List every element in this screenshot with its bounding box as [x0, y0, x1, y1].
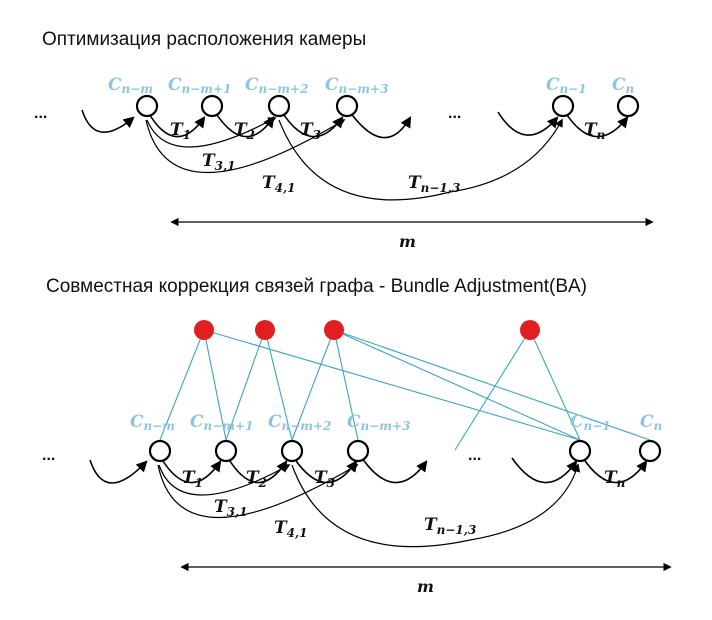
- transform-label-top-tn: Tn: [584, 120, 605, 142]
- camera-node-bottom-n-1: [568, 439, 592, 463]
- ellipsis-middle-top: ...: [448, 105, 461, 122]
- pose-graph-top: ... ... Cn−m Cn−m+1 Cn−m+2 Cn−m+3 Cn−1 C…: [34, 75, 654, 251]
- transform-label-top-t31: T3,1: [202, 151, 236, 173]
- camera-label-top-n-m3: Cn−m+3: [325, 75, 388, 96]
- transform-label-bottom-t31: T3,1: [214, 497, 248, 519]
- transform-label-top-tn13: Tn−1,3: [408, 173, 460, 195]
- transform-label-bottom-t2: T2: [246, 468, 267, 490]
- transform-label-bottom-tn: Tn: [604, 468, 625, 490]
- landmark-point: [520, 320, 540, 340]
- transform-label-bottom-t1: T1: [182, 468, 203, 490]
- camera-node-top-n-1: [551, 94, 575, 118]
- ellipsis-left-bottom: ...: [42, 447, 55, 464]
- edge-bottom-t41: [157, 464, 359, 518]
- camera-label-bottom-n-m: Cn−m: [130, 412, 175, 433]
- transform-label-top-t3: T3: [300, 120, 321, 142]
- ray: [529, 329, 581, 441]
- loop-edge-top-0: [81, 109, 135, 134]
- transform-label-bottom-t41: T4,1: [274, 518, 308, 540]
- loop-edge-bottom-tn: [582, 457, 648, 484]
- ray: [264, 329, 293, 441]
- ellipsis-left-top: ...: [34, 105, 47, 122]
- ray: [203, 329, 227, 441]
- edge-top-t31: [146, 117, 277, 148]
- landmark-rays: [159, 329, 651, 451]
- camera-label-top-n: Cn: [612, 75, 634, 96]
- loop-edge-top-t1: [147, 111, 206, 138]
- camera-label-top-n-m1: Cn−m+1: [168, 75, 231, 96]
- camera-node-top-n-m1: [200, 94, 224, 118]
- camera-node-bottom-n-m2: [280, 439, 304, 463]
- camera-label-top-n-m: Cn−m: [108, 75, 153, 96]
- ray: [333, 329, 581, 441]
- ray: [454, 329, 531, 451]
- camera-node-bottom-n-m3: [346, 439, 370, 463]
- landmark-point: [255, 320, 275, 340]
- edge-top-t41: [145, 119, 346, 173]
- loop-edge-top-in: [497, 111, 559, 136]
- camera-node-bottom-n-m: [148, 439, 172, 463]
- loop-edge-bottom-t1: [160, 457, 222, 484]
- loop-edge-bottom-0: [89, 459, 148, 484]
- ray: [333, 329, 359, 441]
- loop-edge-bottom-out: [361, 457, 428, 484]
- camera-node-bottom-n-m1: [214, 439, 238, 463]
- camera-label-top-n-1: Cn−1: [546, 75, 587, 96]
- window-label-bottom: m: [417, 577, 434, 596]
- edge-bottom-tn13: [291, 463, 581, 548]
- transform-label-top-t2: T2: [234, 120, 255, 142]
- loop-edge-top-out: [349, 111, 412, 139]
- ray: [225, 329, 266, 441]
- camera-label-bottom-n-m1: Cn−m+1: [190, 412, 253, 433]
- transform-label-bottom-t3: T3: [314, 468, 335, 490]
- ray: [203, 329, 581, 441]
- loop-edge-top-t2: [214, 111, 275, 138]
- transform-label-top-t1: T1: [170, 120, 191, 142]
- loop-edge-top-tn: [564, 111, 629, 138]
- ray: [159, 329, 205, 441]
- window-label-top: m: [399, 232, 416, 251]
- camera-node-top-n-m2: [267, 94, 291, 118]
- camera-label-bottom-n-m2: Cn−m+2: [268, 412, 331, 433]
- transform-label-top-t41: T4,1: [262, 173, 296, 195]
- title-camera-optimization: Оптимизация расположения камеры: [42, 29, 367, 50]
- ellipsis-middle-bottom: ...: [468, 447, 481, 464]
- camera-node-bottom-n: [638, 439, 662, 463]
- ray: [291, 329, 335, 441]
- camera-label-top-n-m2: Cn−m+2: [245, 75, 308, 96]
- loop-edge-bottom-in: [511, 457, 578, 484]
- landmark-point: [324, 320, 344, 340]
- camera-node-top-n-m3: [335, 94, 359, 118]
- camera-label-bottom-n-1: Cn−1: [570, 412, 611, 433]
- landmark-point: [194, 320, 214, 340]
- edge-bottom-t31: [158, 464, 291, 496]
- camera-node-top-n-m: [135, 94, 159, 118]
- pose-graph-bottom: ... ... Cn−m Cn−m+1 Cn−m+2 Cn−m+3 Cn−1 C…: [42, 320, 672, 596]
- camera-label-bottom-n: Cn: [640, 412, 662, 433]
- camera-node-top-n: [616, 94, 640, 118]
- edge-top-tn13: [278, 118, 563, 201]
- ray: [333, 329, 651, 441]
- camera-label-bottom-n-m3: Cn−m+3: [347, 412, 410, 433]
- transform-label-bottom-tn13: Tn−1,3: [424, 515, 476, 537]
- title-bundle-adjustment: Совместная коррекция связей графа - Bund…: [46, 276, 588, 297]
